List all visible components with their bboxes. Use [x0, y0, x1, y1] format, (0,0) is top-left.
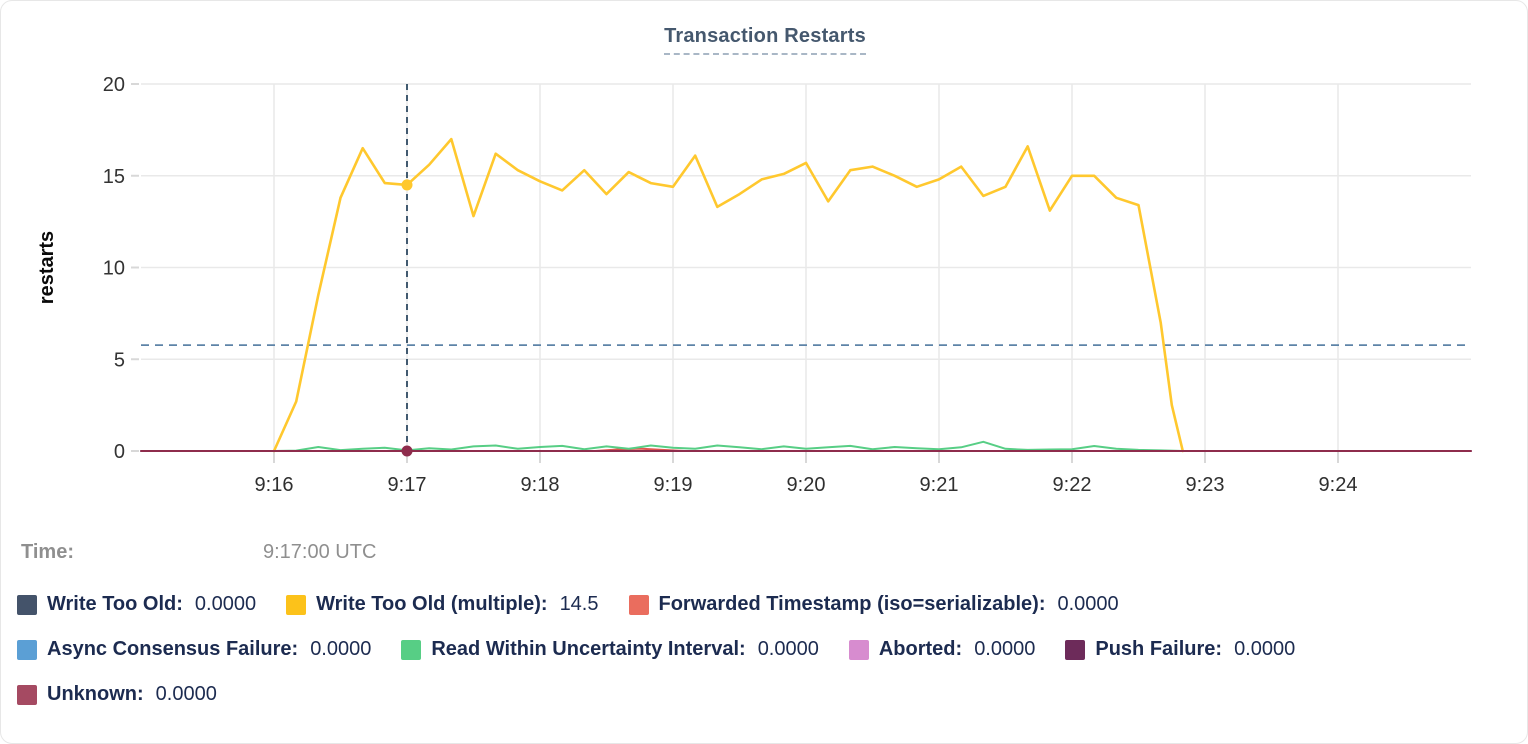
- y-tick-label: 5: [114, 349, 125, 371]
- x-tick-label: 9:18: [521, 474, 560, 496]
- y-tick-label: 10: [103, 258, 125, 280]
- legend-swatch-read-within-uncertainty-interval: [401, 639, 422, 660]
- legend-swatch-write-too-old: [17, 594, 37, 615]
- x-tick-label: 9:22: [1053, 474, 1092, 496]
- legend-swatch-unknown: [17, 684, 37, 705]
- chart-title-row: Transaction Restarts: [1, 25, 1527, 55]
- hover-point-write-too-old-multiple: [401, 179, 413, 191]
- legend-swatch-write-too-old-multiple: [286, 594, 307, 615]
- x-gridlines: 9:16 9:17 9:18 9:19 9:20 9:21 9:22 9:23 9:24: [255, 84, 1358, 496]
- y-axis-label: restarts: [36, 231, 58, 304]
- x-tick-label: 9:23: [1186, 474, 1225, 496]
- legend-item-forwarded-timestamp-iso-serializable[interactable]: Forwarded Timestamp (iso=serializable): 0…: [628, 593, 1119, 616]
- legend-value: 14.5: [559, 593, 599, 615]
- x-tick-label: 9:20: [787, 474, 826, 496]
- x-tick-label: 9:19: [654, 474, 693, 496]
- y-tick-label: 15: [103, 166, 125, 188]
- chart-title[interactable]: Transaction Restarts: [664, 25, 866, 55]
- legend-label: Unknown:: [47, 683, 144, 705]
- hover-point-unknown: [401, 445, 413, 457]
- legend-item-push-failure[interactable]: Push Failure: 0.0000: [1065, 638, 1295, 661]
- legend-value: 0.0000: [1234, 638, 1296, 660]
- series-line-write-too-old-multiple: [272, 137, 1185, 453]
- legend-label: Read Within Uncertainty Interval:: [431, 638, 746, 660]
- legend-swatch-forwarded-timestamp-iso-serializable: [628, 594, 649, 615]
- legend-label: Write Too Old:: [47, 593, 183, 615]
- legend-label: Async Consensus Failure:: [47, 638, 299, 660]
- legend-swatch-aborted: [848, 639, 869, 660]
- x-tick-label: 9:21: [920, 474, 959, 496]
- tooltip-time-label: Time:: [21, 541, 74, 563]
- y-tick-label: 20: [103, 74, 125, 96]
- series-line-read-within-uncertainty-interval: [273, 440, 1184, 452]
- legend-label: Push Failure:: [1095, 638, 1223, 660]
- legend-item-unknown[interactable]: Unknown: 0.0000: [17, 683, 217, 706]
- transaction-restarts-chart[interactable]: 0 5 10 15 20 9:16 9:17 9:18 9:19 9:20 9:21 9:22 9:23…: [1, 61, 1528, 506]
- x-tick-label: 9:16: [255, 474, 294, 496]
- legend-label: Forwarded Timestamp (iso=serializable):: [658, 593, 1046, 615]
- legend-row-1: Write Too Old: 0.0000 Write Too Old (multi…: [17, 593, 1119, 616]
- legend-value: 0.0000: [974, 638, 1036, 660]
- legend-value: 0.0000: [310, 638, 372, 660]
- legend-item-write-too-old-multiple[interactable]: Write Too Old (multiple): 14.5: [286, 593, 599, 616]
- legend-item-async-consensus-failure[interactable]: Async Consensus Failure: 0.0000: [17, 638, 371, 661]
- legend-item-read-within-uncertainty-interval[interactable]: Read Within Uncertainty Interval: 0.0000: [401, 638, 819, 661]
- legend-value: 0.0000: [155, 683, 217, 705]
- legend-value: 0.0000: [1057, 593, 1119, 615]
- legend-value: 0.0000: [757, 638, 819, 660]
- legend-item-write-too-old[interactable]: Write Too Old: 0.0000: [17, 593, 256, 616]
- legend-label: Aborted:: [878, 638, 963, 660]
- legend-swatch-async-consensus-failure: [17, 639, 37, 660]
- x-tick-label: 9:17: [388, 474, 427, 496]
- y-tick-label: 0: [114, 441, 125, 463]
- tooltip-time-value: 9:17:00 UTC: [263, 541, 377, 563]
- legend-row-3: Unknown: 0.0000: [17, 683, 217, 706]
- legend-row-2: Async Consensus Failure: 0.0000 Read Withi…: [17, 638, 1295, 661]
- y-gridlines: 0 5 10 15 20: [103, 74, 1471, 463]
- legend-swatch-push-failure: [1065, 639, 1086, 660]
- x-tick-label: 9:24: [1319, 474, 1358, 496]
- legend-item-aborted[interactable]: Aborted: 0.0000: [848, 638, 1036, 661]
- legend-label: Write Too Old (multiple):: [316, 593, 548, 615]
- legend-value: 0.0000: [194, 593, 257, 615]
